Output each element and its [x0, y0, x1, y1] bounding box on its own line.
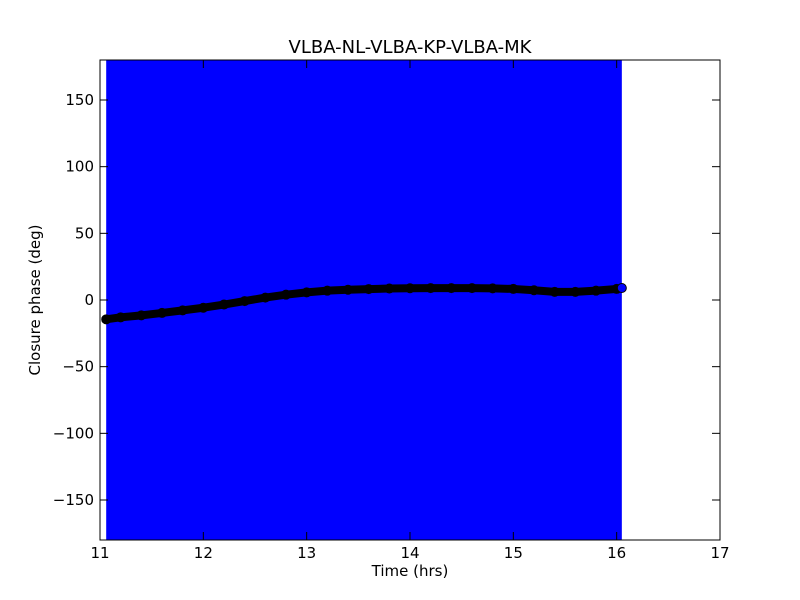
- data-point: [136, 310, 147, 321]
- y-axis-label: Closure phase (deg): [26, 225, 44, 376]
- data-point: [260, 292, 271, 303]
- data-point: [281, 289, 291, 300]
- data-point: [198, 302, 209, 313]
- data-point: [301, 287, 312, 298]
- y-tick-label: 150: [65, 91, 94, 109]
- x-tick-label: 12: [194, 544, 213, 562]
- data-point: [405, 283, 415, 294]
- data-point: [115, 312, 126, 323]
- data-point: [570, 286, 581, 297]
- y-tick-label: 100: [65, 158, 94, 176]
- data-point: [467, 283, 477, 294]
- data-point: [177, 305, 188, 316]
- data-point: [425, 283, 436, 294]
- data-point: [549, 286, 560, 297]
- data-point: [239, 296, 250, 307]
- data-point: [363, 284, 374, 295]
- x-tick-label: 17: [710, 544, 729, 562]
- chart-title: VLBA-NL-VLBA-KP-VLBA-MK: [289, 37, 533, 58]
- y-tick-label: −50: [62, 358, 94, 376]
- plot-area: [101, 60, 627, 540]
- data-point: [322, 285, 333, 296]
- x-tick-label: 14: [400, 544, 419, 562]
- data-point: [616, 283, 627, 293]
- axis-ticks: 11 12 13 14 15 16 17 −150 −100 −50 0 50 100 150: [53, 60, 730, 562]
- x-tick-label: 16: [607, 544, 626, 562]
- data-point: [157, 307, 167, 318]
- y-tick-label: 50: [75, 224, 94, 242]
- data-point: [384, 283, 395, 294]
- x-tick-label: 13: [297, 544, 316, 562]
- x-tick-label: 11: [90, 544, 109, 562]
- data-point: [446, 283, 457, 294]
- error-band: [106, 60, 622, 540]
- y-tick-label: 0: [84, 291, 94, 309]
- data-point: [101, 314, 112, 325]
- data-point: [219, 299, 229, 310]
- data-point: [343, 284, 353, 295]
- data-point: [508, 283, 519, 294]
- y-tick-label: −150: [53, 491, 94, 509]
- data-point: [487, 283, 498, 294]
- data-point: [591, 285, 601, 296]
- data-point: [529, 285, 539, 296]
- y-tick-label: −100: [53, 424, 94, 442]
- x-tick-label: 15: [504, 544, 523, 562]
- x-axis-label: Time (hrs): [371, 562, 449, 580]
